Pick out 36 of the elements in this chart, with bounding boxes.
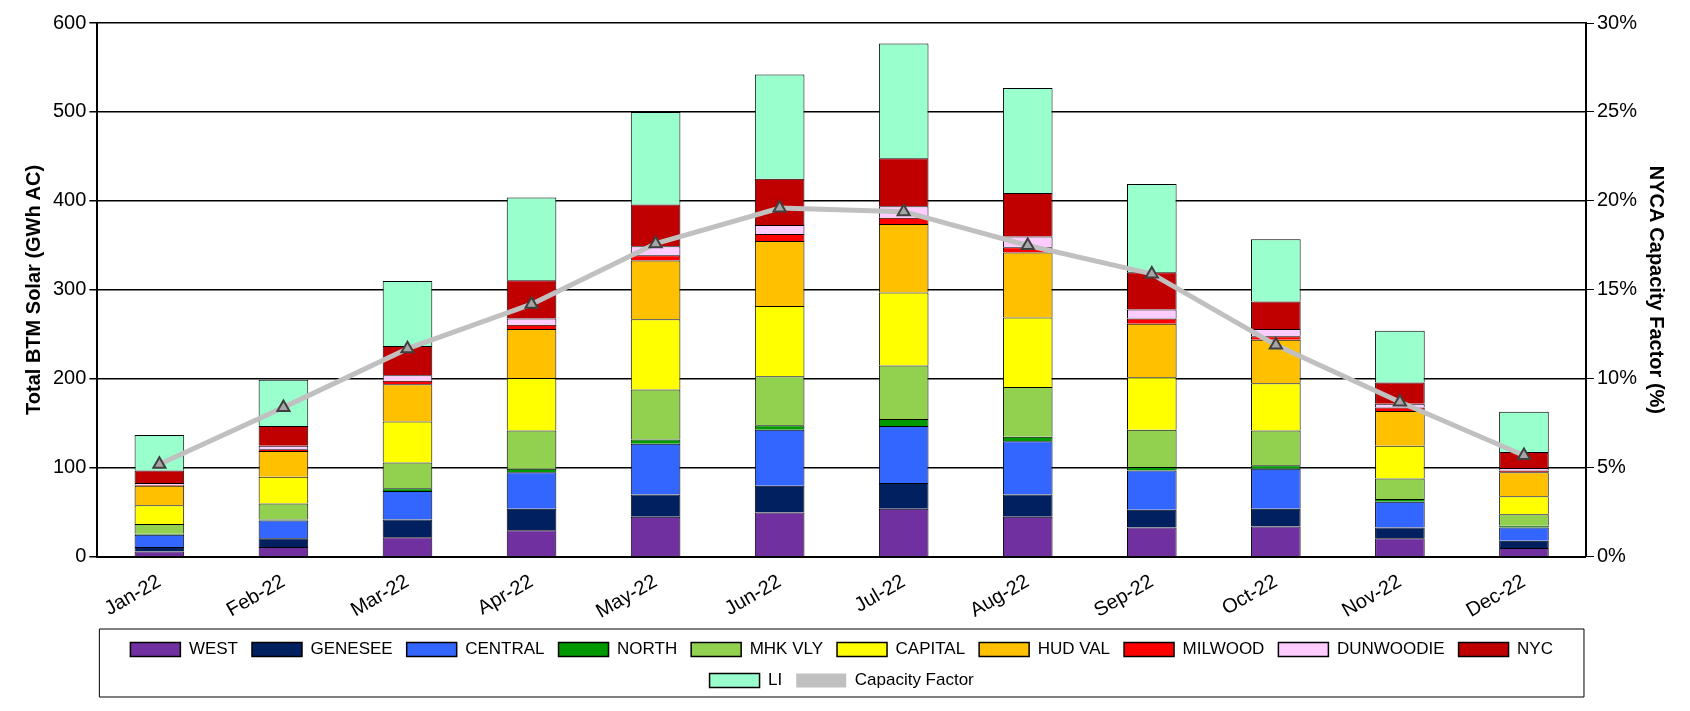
legend-label: NORTH bbox=[617, 639, 678, 659]
y2-tick-label: 5% bbox=[1596, 455, 1627, 478]
y-tick-label: 0 bbox=[75, 544, 87, 567]
legend-label: WEST bbox=[188, 639, 238, 659]
point bbox=[1268, 337, 1283, 350]
legend-label: GENESEE bbox=[310, 639, 393, 659]
point bbox=[896, 203, 911, 217]
legend-label: MILWOOD bbox=[1182, 639, 1265, 659]
point bbox=[400, 340, 415, 354]
y2-tick-label: 25% bbox=[1596, 99, 1638, 122]
y2-tick-label: 0% bbox=[1596, 544, 1627, 567]
point bbox=[1516, 447, 1532, 460]
y-tick-label: 100 bbox=[52, 455, 87, 478]
y-tick-label: 200 bbox=[52, 366, 87, 389]
legend-label: CENTRAL bbox=[465, 639, 545, 659]
legend-label: Capacity Factor bbox=[854, 670, 975, 690]
y-tick-label: 400 bbox=[52, 188, 87, 211]
legend-label: NYC bbox=[1517, 639, 1553, 659]
y2-axis-title: NYCA Capacity Factor (%) bbox=[1646, 165, 1669, 415]
y-axis-title: Total BTM Solar (GWh AC) bbox=[21, 164, 44, 415]
y2-tick-label: 20% bbox=[1596, 188, 1638, 211]
point bbox=[1020, 237, 1035, 250]
y-tick-label: 500 bbox=[52, 99, 87, 122]
y2-tick-label: 10% bbox=[1596, 366, 1638, 389]
y-tick-label: 300 bbox=[52, 277, 87, 300]
legend-label: LI bbox=[768, 670, 783, 690]
legend-label: CAPITAL bbox=[895, 639, 966, 659]
y-tick-label: 600 bbox=[52, 10, 87, 33]
legend-label: DUNWOODIE bbox=[1336, 639, 1445, 659]
legend-label: HUD VAL bbox=[1037, 639, 1111, 659]
y2-tick-label: 30% bbox=[1596, 10, 1638, 33]
y2-tick-label: 15% bbox=[1596, 277, 1638, 300]
point bbox=[648, 235, 663, 249]
point bbox=[152, 456, 167, 469]
legend-label: MHK VLY bbox=[749, 639, 824, 659]
point bbox=[1144, 265, 1159, 279]
